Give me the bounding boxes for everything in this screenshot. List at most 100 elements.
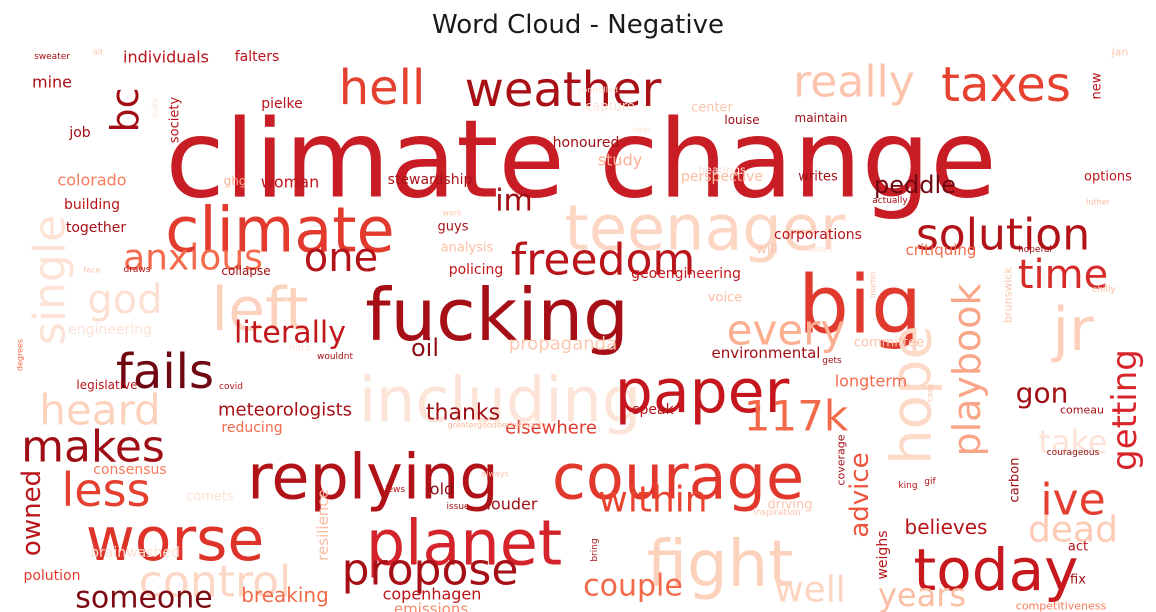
word-owned: owned [17,470,47,556]
word-climate: climate [165,194,394,267]
chart-title: Word Cloud - Negative [432,10,724,40]
word-collapse: collapse [221,264,270,278]
word-comeau: comeau [1060,404,1104,417]
word-center: center [691,101,733,116]
word-time: time [1018,252,1108,298]
word-policing: policing [449,262,504,278]
word-gif: gif [924,477,936,487]
word-capture: capture [585,100,635,115]
word-ghg: ghg [224,174,247,188]
word-actually: actually [872,196,908,206]
word-courage: courage [552,441,804,514]
word-writes: writes [798,170,838,185]
word-quite: quite [151,98,160,119]
word-martin: martin [869,272,878,298]
word-guys: guys [438,220,469,235]
word-heard: heard [39,386,160,435]
word-emissions: emissions [394,600,468,612]
word-pielke: pielke [261,96,303,112]
word-comets: comets [186,490,234,505]
word-fucking: fucking [365,273,629,357]
word-honoured: honoured [553,135,620,151]
word-getting: getting [1105,349,1145,471]
word-study: study [598,151,642,170]
word-wouldnt: wouldnt [317,352,353,362]
word-years: years [878,576,966,612]
word-covid: covid [219,382,243,392]
word-control: control [139,557,292,608]
word-perspective: perspective [681,169,763,185]
word-committee: committee [854,336,924,351]
word-act: act [1068,540,1088,555]
word-issue: issue [446,502,470,512]
word-stewardship: stewardship [388,172,473,188]
word-alt: alt [93,48,103,57]
word-well: well [774,570,846,611]
word-luther: luther [1086,198,1110,207]
word-believes: believes [905,515,988,539]
word-carbon: carbon [1008,458,1023,503]
word-together: together [66,220,127,236]
word-propaganda: propaganda [509,334,617,355]
word-big: big [798,259,922,352]
word-geoengineering: geoengineering [631,266,741,282]
word-fix: fix [1070,573,1086,588]
word-falters: falters [235,49,280,65]
word-oil: oil [411,334,439,362]
word-later: later [633,126,652,135]
word-resilience: resilience [314,489,332,561]
word-peddle: peddle [874,171,956,199]
word-options: options [1084,170,1132,185]
word-left: left [211,275,308,345]
word-within: within [598,480,707,521]
word-today: today [914,536,1079,604]
word-really: really [793,57,915,108]
word-every: every [727,306,846,355]
word-hope: hope [880,325,945,465]
word-longterm: longterm [835,372,908,391]
word-fight: fight [647,528,794,602]
word-elsewhere: elsewhere [505,418,597,439]
word-propose: propose [342,545,519,596]
word-brainwashed: brainwashed [90,545,180,561]
word-fails: fails [116,344,214,400]
word-jr: jr [1050,295,1094,365]
word-courageous: courageous [1047,448,1100,458]
word-draws: draws [124,265,151,275]
word-engineering: engineering [68,322,152,338]
word-dead: dead [1028,510,1118,551]
word-critiquing: critiquing [906,241,977,259]
word-copenhagen: copenhagen [383,585,482,604]
word-someone: someone [75,581,213,612]
word-paper: paper [615,357,790,427]
word-single: single [25,215,76,345]
word-voice: voice [708,291,742,306]
word-consensus: consensus [93,462,166,478]
word-gon: gon [1016,377,1069,410]
word-playbook: playbook [945,283,989,456]
word-thanks: thanks [426,401,500,426]
word-legislative: legislative [76,378,137,392]
word-brunswick: brunswick [1002,267,1015,323]
word-new: new [1090,72,1105,99]
word-woman: woman [261,173,319,192]
word-maintain: maintain [795,111,848,125]
word-climate-change: climate change [165,98,996,223]
word-case: case [926,384,935,402]
word-greatergoodberkeleyedu: greatergoodberkeleyedu [448,421,547,430]
word-taxes: taxes [941,57,1071,113]
word-sweater: sweater [34,52,70,62]
word-hate: hate [289,343,312,354]
word-corporations: corporations [774,227,862,243]
word-bring: bring [590,538,600,561]
word-replying: replying [247,441,498,514]
word-work: work [442,209,462,218]
word-hopeful: hopeful [1018,245,1052,255]
word-chilly: chilly [1092,285,1116,295]
word-society: society [168,97,183,144]
word-tweet: tweet [807,245,833,255]
word-solution: solution [916,210,1090,261]
word-weighs: weighs [875,530,891,579]
word-literally: literally [234,316,346,351]
